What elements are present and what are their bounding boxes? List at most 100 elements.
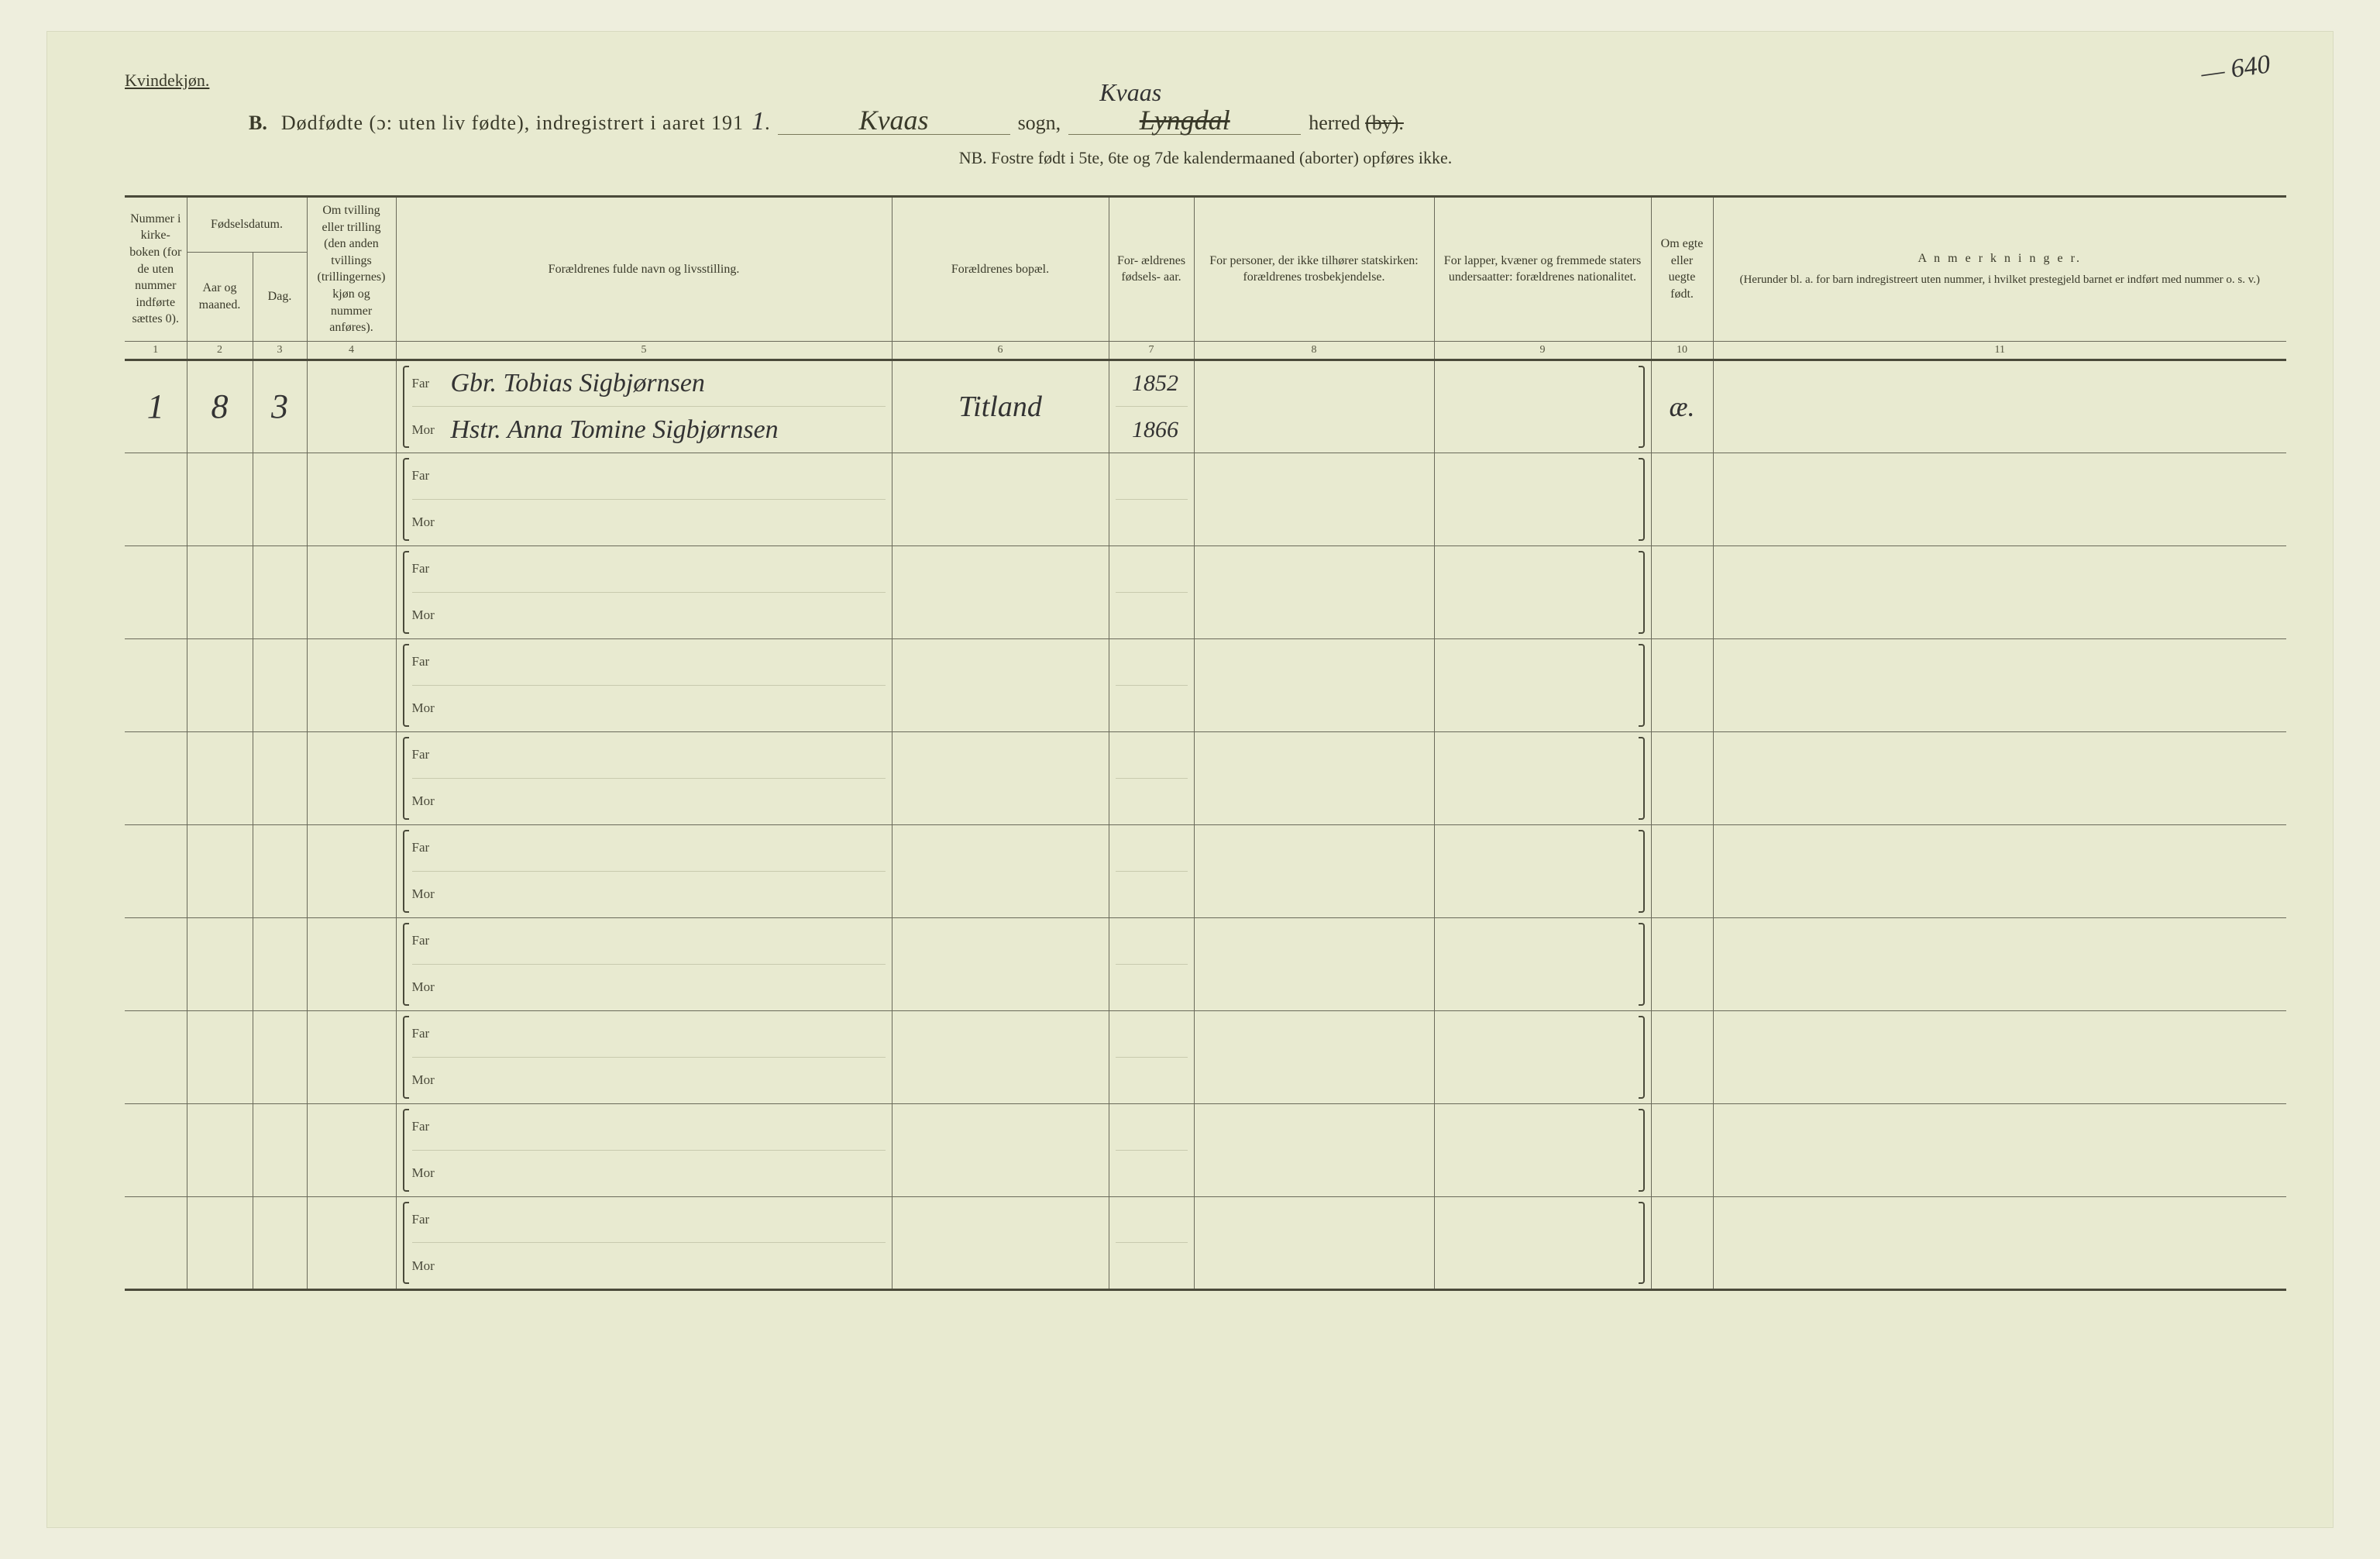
- cell-years: 1852 1866: [1109, 360, 1194, 453]
- colnum: 9: [1434, 341, 1651, 360]
- mor-label: Mor: [412, 1165, 443, 1181]
- cell-years: [1109, 638, 1194, 731]
- mor-label: Mor: [412, 793, 443, 809]
- cell-nat: [1434, 917, 1651, 1010]
- cell-num: [125, 545, 187, 638]
- cell-parents: Far Mor: [396, 545, 892, 638]
- cell-egte: [1651, 1196, 1713, 1289]
- bracket-left-icon: [403, 1016, 409, 1099]
- colnum: 2: [187, 341, 253, 360]
- bracket-right-icon: [1639, 366, 1645, 448]
- col-7-years: For- ældrenes fødsels- aar.: [1109, 197, 1194, 342]
- cell-nat: [1434, 824, 1651, 917]
- far-label: Far: [412, 840, 443, 855]
- far-label: Far: [412, 933, 443, 948]
- cell-twin: [307, 1103, 396, 1196]
- colnum: 5: [396, 341, 892, 360]
- herred-value-top: Kvaas: [1092, 78, 1161, 107]
- cell-years: [1109, 824, 1194, 917]
- mor-label: Mor: [412, 515, 443, 530]
- cell-nat: [1434, 731, 1651, 824]
- table-row: Far Mor: [125, 917, 2286, 1010]
- cell-bopel: Titland: [892, 360, 1109, 453]
- cell-nat: [1434, 638, 1651, 731]
- register-page: — 640 Kvindekjøn. B. Dødfødte (ɔ: uten l…: [46, 31, 2334, 1528]
- mor-label: Mor: [412, 422, 443, 438]
- cell-egte: æ.: [1651, 360, 1713, 453]
- cell-nat: [1434, 453, 1651, 545]
- cell-dag: [253, 824, 307, 917]
- cell-bopel: [892, 1196, 1109, 1289]
- cell-aar: [187, 1010, 253, 1103]
- table-row: 1 8 3 Far Gbr. Tobias Sigbjørnsen Mor Hs…: [125, 360, 2286, 453]
- heading-text: Dødfødte (ɔ: uten liv fødte), indregistr…: [281, 112, 744, 135]
- colnum: 6: [892, 341, 1109, 360]
- mor-label: Mor: [412, 886, 443, 902]
- col-9-nat: For lapper, kvæner og fremmede staters u…: [1434, 197, 1651, 342]
- bracket-right-icon: [1639, 830, 1645, 913]
- sogn-label: sogn,: [1018, 112, 1061, 135]
- cell-twin: [307, 638, 396, 731]
- far-year: [1116, 1104, 1188, 1151]
- col-2-top: Fødselsdatum.: [187, 197, 307, 253]
- mor-year: [1116, 1151, 1188, 1196]
- cell-aar: [187, 824, 253, 917]
- table-row: Far Mor: [125, 824, 2286, 917]
- colnum: 10: [1651, 341, 1713, 360]
- bracket-right-icon: [1639, 644, 1645, 727]
- cell-dag: [253, 1103, 307, 1196]
- cell-aar: [187, 545, 253, 638]
- cell-aar: [187, 917, 253, 1010]
- far-label: Far: [412, 1026, 443, 1041]
- cell-parents: Far Mor: [396, 453, 892, 545]
- far-year: [1116, 1011, 1188, 1058]
- cell-parents: Far Mor: [396, 824, 892, 917]
- cell-aar: [187, 638, 253, 731]
- cell-parents: Far Mor: [396, 917, 892, 1010]
- cell-years: [1109, 731, 1194, 824]
- cell-faith: [1194, 638, 1434, 731]
- table-row: Far Mor: [125, 453, 2286, 545]
- cell-parents: Far Mor: [396, 731, 892, 824]
- far-label: Far: [412, 468, 443, 484]
- cell-parents: Far Mor: [396, 1196, 892, 1289]
- mor-year: 1866: [1116, 407, 1188, 453]
- cell-num: [125, 731, 187, 824]
- cell-egte: [1651, 638, 1713, 731]
- cell-dag: [253, 638, 307, 731]
- bracket-right-icon: [1639, 1109, 1645, 1192]
- colnum: 8: [1194, 341, 1434, 360]
- cell-num: [125, 1010, 187, 1103]
- col-4-twin: Om tvilling eller trilling (den anden tv…: [307, 197, 396, 342]
- cell-anm: [1713, 453, 2286, 545]
- cell-anm: [1713, 1196, 2286, 1289]
- herred-value: Lyngdal: [1068, 106, 1301, 135]
- cell-twin: [307, 731, 396, 824]
- bracket-left-icon: [403, 737, 409, 820]
- cell-egte: [1651, 545, 1713, 638]
- mor-value: Hstr. Anna Tomine Sigbjørnsen: [443, 415, 779, 445]
- cell-years: [1109, 917, 1194, 1010]
- bracket-left-icon: [403, 551, 409, 634]
- cell-num: [125, 824, 187, 917]
- cell-faith: [1194, 545, 1434, 638]
- table-row: Far Mor: [125, 1103, 2286, 1196]
- bracket-right-icon: [1639, 458, 1645, 541]
- col-8-faith: For personer, der ikke tilhører statskir…: [1194, 197, 1434, 342]
- section-letter: B.: [249, 112, 267, 135]
- cell-num: [125, 917, 187, 1010]
- register-table: Nummer i kirke- boken (for de uten numme…: [125, 195, 2286, 1291]
- cell-anm: [1713, 1010, 2286, 1103]
- year-suffix: 1: [744, 107, 765, 136]
- mor-year: [1116, 779, 1188, 824]
- nb-line: NB. Fostre født i 5te, 6te og 7de kalend…: [125, 148, 2286, 168]
- mor-label: Mor: [412, 700, 443, 716]
- mor-label: Mor: [412, 979, 443, 995]
- cell-bopel: [892, 1103, 1109, 1196]
- cell-anm: [1713, 1103, 2286, 1196]
- mor-year: [1116, 1243, 1188, 1289]
- cell-num: [125, 638, 187, 731]
- cell-parents: Far Mor: [396, 1010, 892, 1103]
- cell-anm: [1713, 917, 2286, 1010]
- col-11-title: A n m e r k n i n g e r.: [1718, 250, 2282, 267]
